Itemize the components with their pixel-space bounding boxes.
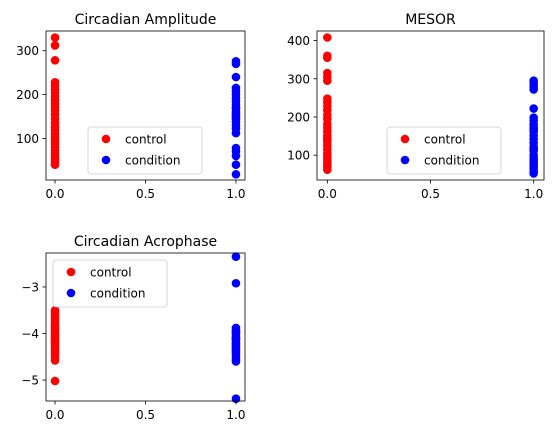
- data-point-condition: [231, 160, 241, 169]
- data-point-control: [323, 76, 332, 85]
- data-point-condition: [231, 113, 241, 122]
- legend-box: [386, 126, 502, 175]
- legend-label-control: control: [125, 133, 167, 147]
- data-point-condition: [529, 85, 538, 94]
- legend-marker-condition: [66, 288, 76, 298]
- data-point-control: [323, 33, 332, 42]
- chart-title: MESOR: [405, 12, 456, 28]
- legend: control condition: [87, 126, 203, 175]
- x-tick-label: 0.5: [136, 408, 155, 422]
- data-point-condition: [231, 59, 241, 69]
- legend-label-condition: condition: [125, 154, 180, 168]
- data-point-condition: [231, 339, 241, 349]
- x-tick-label: 1.0: [524, 187, 543, 201]
- data-point-condition: [231, 346, 241, 356]
- y-tick-label: 300: [287, 72, 310, 86]
- data-point-condition: [231, 83, 241, 93]
- legend-marker-control: [400, 134, 410, 144]
- data-point-control: [50, 56, 60, 65]
- data-point-control: [50, 323, 60, 333]
- chart-panel-3: Circadian Acrophase 0.0 0.5 1.0 −3 −4 −5 contro…: [21, 234, 245, 422]
- data-point-condition: [529, 143, 538, 153]
- data-point-control: [323, 135, 332, 145]
- x-tick-label: 1.0: [226, 187, 245, 201]
- data-point-condition: [231, 170, 241, 179]
- x-tick-label: 0.0: [45, 187, 64, 201]
- x-tick-label: 1.0: [226, 408, 245, 422]
- data-point-control: [323, 165, 332, 174]
- data-point-condition: [529, 169, 538, 178]
- data-point-condition: [231, 357, 241, 366]
- y-tick-label: 100: [287, 149, 310, 163]
- y-tick-label: −3: [21, 280, 39, 294]
- chart-title: Circadian Amplitude: [75, 12, 217, 28]
- y-tick-label: 200: [16, 88, 39, 102]
- data-point-condition: [231, 128, 241, 138]
- data-point-condition: [231, 72, 241, 82]
- legend-label-control: control: [90, 266, 132, 280]
- legend-label-control: control: [424, 133, 466, 147]
- y-tick-label: 400: [287, 34, 310, 48]
- data-point-control: [50, 33, 60, 42]
- x-tick-label: 0.5: [136, 187, 155, 201]
- data-point-control: [50, 356, 60, 365]
- chart-panel-1: Circadian Amplitude 0.0 0.5 1.0 100 200 300 con…: [16, 12, 245, 201]
- legend-box: [87, 126, 203, 175]
- legend-label-condition: condition: [424, 154, 479, 168]
- legend-marker-control: [66, 267, 76, 277]
- data-point-condition: [231, 151, 241, 161]
- data-point-control: [50, 160, 60, 169]
- data-point-condition: [529, 124, 538, 134]
- legend: control condition: [52, 259, 168, 308]
- legend-box: [52, 259, 168, 308]
- data-point-condition: [231, 278, 241, 288]
- y-tick-label: 200: [287, 110, 310, 124]
- chart-title: Circadian Acrophase: [74, 234, 217, 250]
- legend-marker-control: [101, 134, 111, 144]
- data-point-condition: [231, 252, 241, 262]
- y-tick-label: −5: [21, 374, 39, 388]
- data-point-condition: [529, 104, 538, 113]
- x-tick-label: 0.0: [318, 187, 337, 201]
- y-tick-label: 300: [16, 44, 39, 58]
- data-point-control: [50, 41, 60, 50]
- legend-marker-condition: [400, 155, 410, 165]
- legend-label-condition: condition: [90, 287, 145, 301]
- data-point-control: [50, 376, 60, 386]
- y-tick-label: 100: [16, 132, 39, 146]
- legend: control condition: [386, 126, 502, 175]
- chart-panel-2: MESOR 0.0 0.5 1.0 100 200 300 400 control conditi…: [287, 12, 545, 201]
- legend-marker-condition: [101, 155, 111, 165]
- x-tick-label: 0.5: [421, 187, 440, 201]
- x-tick-label: 0.0: [45, 408, 64, 422]
- y-tick-label: −4: [21, 327, 39, 341]
- data-point-control: [323, 53, 332, 63]
